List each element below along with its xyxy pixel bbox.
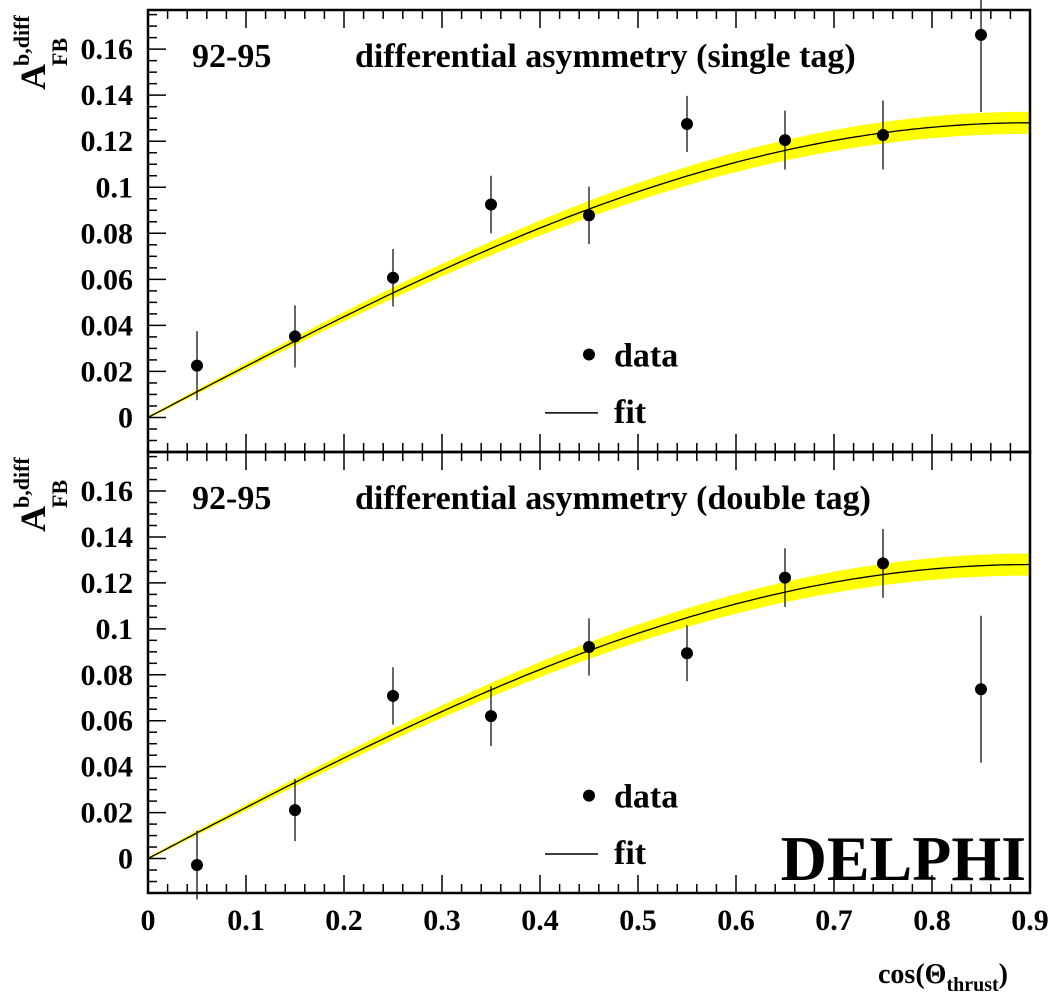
y-tick-label: 0.12 [81, 125, 134, 158]
y-tick-label: 0 [118, 401, 133, 434]
x-axis: 0 0.1 0.2 0.3 0.4 0.5 0.6 0.7 0.8 0.9cos(Θthrust)… [141, 823, 1049, 996]
data-point [681, 118, 693, 130]
data-point [779, 572, 791, 584]
period-label: 92-95 [192, 480, 271, 517]
x-tick-label: 0.9 [1011, 904, 1049, 937]
y-tick-label: 0 [118, 843, 133, 876]
y-tick-label: 0.08 [81, 659, 134, 692]
svg-text:b,diff: b,diff [9, 457, 34, 508]
y-tick-label: 0.04 [81, 751, 134, 784]
data-point [779, 134, 791, 146]
svg-text:FB: FB [47, 38, 72, 66]
fit-error-band [148, 112, 1030, 419]
y-axis-label: Ab,diff FB [9, 15, 72, 90]
legend-data-label: data [614, 779, 678, 816]
legend-fit-label: fit [614, 394, 647, 431]
panel-single-tag: 0 0.02 0.04 0.06 0.08 0.1 0.12 0.14 0.16 Ab,diff F… [9, 0, 1030, 452]
data-point [877, 557, 889, 569]
y-tick-label: 0.14 [81, 521, 134, 554]
fit-curve [148, 123, 1030, 418]
y-tick-label: 0.1 [96, 613, 134, 646]
data-point [583, 641, 595, 653]
legend-data-label: data [614, 337, 678, 374]
data-point [583, 209, 595, 221]
data-point [975, 29, 987, 41]
y-axis-label: Ab,diff FB [9, 457, 72, 532]
y-tick-label: 0.02 [81, 797, 134, 830]
svg-text:b,diff: b,diff [9, 15, 34, 66]
panel-title: differential asymmetry (single tag) [355, 38, 856, 75]
legend-fit-label: fit [614, 835, 647, 872]
data-point [191, 859, 203, 871]
x-tick-label: 0.3 [423, 904, 461, 937]
svg-text:FB: FB [47, 480, 72, 508]
x-tick-label: 0.7 [815, 904, 853, 937]
x-tick-label: 0.4 [521, 904, 559, 937]
y-tick-label: 0.14 [81, 79, 134, 112]
x-tick-label: 0.2 [325, 904, 363, 937]
y-tick-label: 0.16 [81, 475, 134, 508]
data-point [387, 690, 399, 702]
legend-data-marker [583, 348, 595, 360]
data-point [681, 647, 693, 659]
data-point [877, 129, 889, 141]
y-tick-label: 0.06 [81, 705, 134, 738]
y-tick-label: 0.12 [81, 567, 134, 600]
x-tick-label: 0.5 [619, 904, 657, 937]
y-tick-label: 0.16 [81, 33, 134, 66]
fit-curve [148, 565, 1030, 859]
x-tick-label: 0 [141, 904, 156, 937]
y-tick-label: 0.02 [81, 355, 134, 388]
data-point [289, 330, 301, 342]
y-tick-label: 0.1 [96, 171, 134, 204]
delphi-logo: DELPHI [781, 823, 1026, 894]
y-tick-label: 0.04 [81, 309, 134, 342]
fit-error-band [148, 554, 1030, 860]
x-tick-label: 0.8 [913, 904, 951, 937]
panel-title: differential asymmetry (double tag) [355, 480, 871, 517]
x-tick-label: 0.6 [717, 904, 755, 937]
data-point [387, 272, 399, 284]
data-point [485, 710, 497, 722]
y-tick-label: 0.08 [81, 217, 134, 250]
period-label: 92-95 [192, 38, 271, 75]
svg-text:A: A [13, 64, 53, 90]
data-point [485, 199, 497, 211]
x-tick-label: 0.1 [227, 904, 265, 937]
svg-text:A: A [13, 506, 53, 532]
data-point [191, 360, 203, 372]
legend-data-marker [583, 790, 595, 802]
data-point [289, 804, 301, 816]
data-point [975, 683, 987, 695]
x-axis-label: cos(Θthrust) [878, 959, 1008, 996]
y-tick-label: 0.06 [81, 263, 134, 296]
